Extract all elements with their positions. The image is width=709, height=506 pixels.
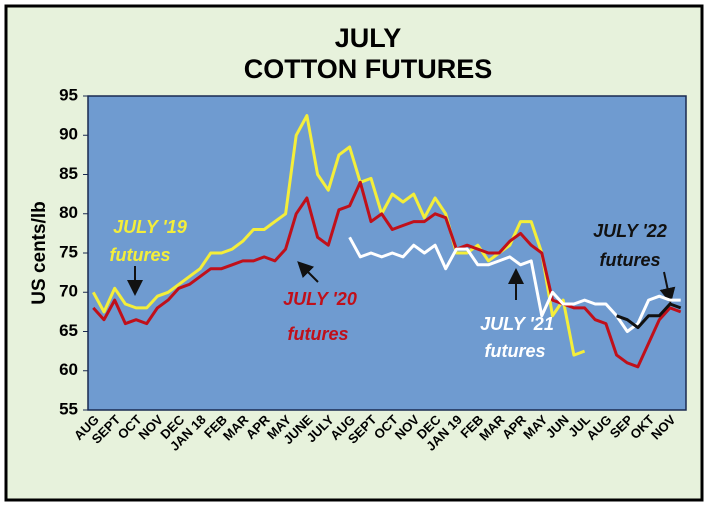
chart-subtitle: COTTON FUTURES — [244, 54, 493, 84]
series-line — [348, 236, 681, 333]
annotation: JULY '22 — [593, 221, 667, 241]
chart-title: JULY — [335, 23, 402, 53]
arrow — [659, 271, 676, 304]
y-axis-label: US cents/lb — [29, 201, 50, 304]
annotation: JULY '21 — [480, 314, 554, 334]
y-tick-label: 75 — [59, 242, 78, 261]
annotation: futures — [599, 250, 660, 270]
y-tick-label: 95 — [59, 85, 78, 104]
y-tick-label: 55 — [59, 399, 78, 418]
annotation: futures — [109, 245, 170, 265]
y-tick-label: 90 — [59, 125, 78, 144]
annotation: futures — [287, 324, 348, 344]
arrow — [297, 261, 319, 283]
y-tick-label: 70 — [59, 282, 78, 301]
y-tick-label: 65 — [59, 321, 78, 340]
series-line — [616, 302, 682, 330]
annotation: futures — [484, 341, 545, 361]
annotation: JULY '20 — [283, 289, 357, 309]
y-tick-label: 85 — [59, 164, 78, 183]
plot-area — [87, 95, 687, 411]
y-tick-label: 60 — [59, 360, 78, 379]
y-tick-label: 80 — [59, 203, 78, 222]
series-line — [92, 180, 682, 369]
annotation: JULY '19 — [113, 217, 187, 237]
